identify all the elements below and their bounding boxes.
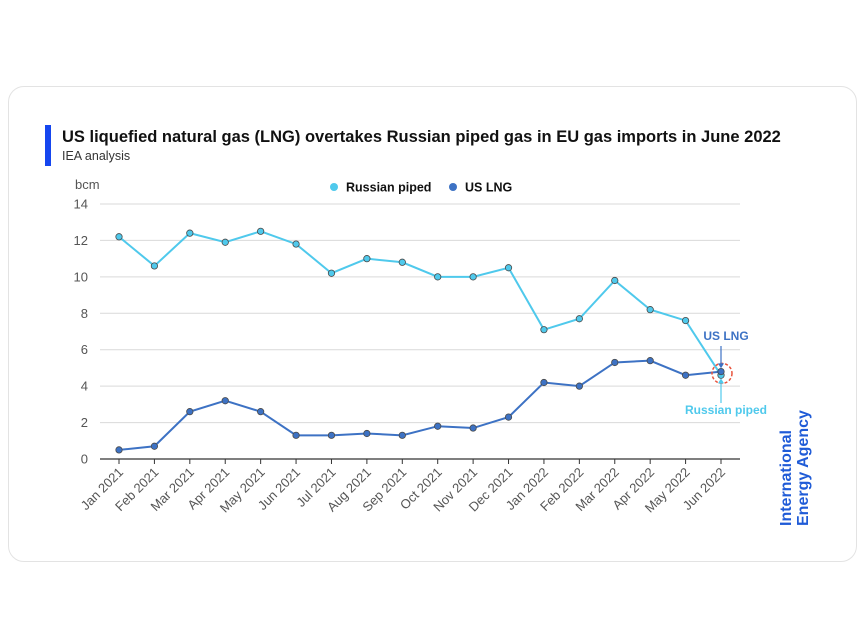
legend-marker-russian-piped (330, 183, 338, 191)
us-lng-point (150, 442, 159, 450)
russian-piped-point (611, 276, 619, 285)
us-lng-point (115, 446, 123, 454)
y-tick-label: 14 (74, 197, 88, 212)
russian-piped-point (469, 273, 477, 281)
russian-piped-point (575, 315, 583, 323)
us-lng-point (186, 408, 194, 416)
us-lng-point (398, 431, 406, 439)
russian-piped-point (646, 306, 654, 314)
russian-piped-point (681, 316, 690, 325)
russian-piped-point (221, 238, 229, 246)
chart-subtitle: IEA analysis (62, 149, 131, 163)
russian-piped-line (118, 230, 722, 376)
us-lng-point (257, 408, 265, 416)
us-lng-point (540, 378, 548, 387)
us-lng-point (292, 431, 300, 439)
annotation-arrowhead-us-lng (718, 363, 724, 369)
us-lng-point (469, 424, 477, 432)
russian-piped-point (327, 269, 336, 277)
y-tick-label: 2 (81, 415, 88, 430)
y-tick-label: 4 (81, 379, 88, 394)
brand-line-1: International (778, 429, 795, 526)
russian-piped-point (115, 233, 123, 241)
russian-piped-point (434, 273, 442, 281)
brand-line-2: Energy Agency (795, 410, 812, 526)
y-tick-label: 12 (74, 233, 88, 248)
us-lng-point (221, 397, 229, 405)
legend-label-russian-piped: Russian piped (346, 181, 431, 195)
legend-marker-us-lng (449, 183, 457, 191)
us-lng-point (717, 367, 725, 376)
y-tick-label: 10 (74, 269, 88, 284)
us-lng-point (434, 422, 442, 430)
legend-label-us-lng: US LNG (465, 181, 512, 195)
chart-title: US liquefied natural gas (LNG) overtakes… (62, 128, 781, 146)
y-tick-label: 8 (81, 306, 88, 321)
russian-piped-point (398, 258, 406, 266)
us-lng-point (327, 431, 336, 439)
us-lng-point (646, 357, 654, 365)
y-tick-label: 0 (81, 452, 88, 467)
russian-piped-point (363, 255, 371, 263)
chart-card (8, 86, 857, 562)
us-lng-point (611, 358, 619, 367)
y-tick-label: 6 (81, 342, 88, 357)
y-axis-unit-label: bcm (75, 177, 100, 192)
annotation-us-lng: US LNG (703, 329, 748, 343)
annotation-russian-piped: Russian piped (685, 403, 767, 417)
title-accent-bar (45, 125, 51, 166)
russian-piped-point (150, 262, 159, 270)
russian-piped-point (292, 240, 300, 248)
us-lng-line (118, 359, 722, 451)
russian-piped-point (540, 326, 548, 334)
us-lng-point (575, 382, 583, 390)
annotation-arrowhead-russian-piped (718, 378, 724, 384)
russian-piped-point (186, 229, 194, 237)
russian-piped-point (257, 227, 265, 235)
iea-logo: International Energy Agency (778, 406, 812, 526)
us-lng-point (504, 413, 513, 421)
russian-piped-point (504, 264, 513, 272)
us-lng-point (681, 371, 690, 379)
us-lng-point (363, 429, 371, 438)
